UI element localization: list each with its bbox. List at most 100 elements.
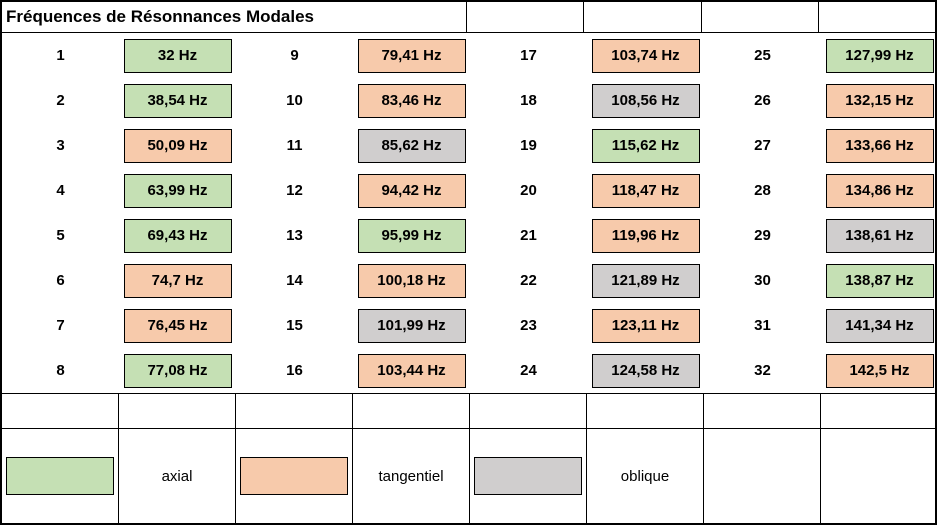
freq-cell: 121,89 Hz — [592, 264, 700, 298]
row-index: 18 — [470, 78, 587, 123]
freq-cell-wrap: 119,96 Hz — [587, 213, 704, 258]
row-index: 1 — [2, 33, 119, 78]
legend-label-tangentiel: tangentiel — [353, 429, 470, 523]
freq-cell: 50,09 Hz — [124, 129, 232, 163]
row-index: 29 — [704, 213, 821, 258]
row-index: 12 — [236, 168, 353, 213]
freq-cell-wrap: 138,87 Hz — [821, 258, 937, 303]
freq-cell-wrap: 123,11 Hz — [587, 303, 704, 348]
freq-cell: 74,7 Hz — [124, 264, 232, 298]
freq-cell: 32 Hz — [124, 39, 232, 73]
freq-cell: 132,15 Hz — [826, 84, 934, 118]
legend-text: tangentiel — [378, 468, 443, 485]
freq-cell: 123,11 Hz — [592, 309, 700, 343]
legend-swatch — [474, 457, 582, 495]
row-index: 8 — [2, 348, 119, 393]
spacer-row — [2, 393, 935, 428]
freq-cell: 77,08 Hz — [124, 354, 232, 388]
freq-cell-wrap: 124,58 Hz — [587, 348, 704, 393]
freq-cell-wrap: 127,99 Hz — [821, 33, 937, 78]
freq-cell-wrap: 79,41 Hz — [353, 33, 470, 78]
freq-cell: 76,45 Hz — [124, 309, 232, 343]
legend-text: oblique — [621, 468, 669, 485]
freq-cell: 133,66 Hz — [826, 129, 934, 163]
freq-cell-wrap: 101,99 Hz — [353, 303, 470, 348]
freq-cell-wrap: 141,34 Hz — [821, 303, 937, 348]
row-index: 25 — [704, 33, 821, 78]
row-index: 24 — [470, 348, 587, 393]
freq-cell: 100,18 Hz — [358, 264, 466, 298]
freq-cell: 141,34 Hz — [826, 309, 934, 343]
legend-swatch-tangentiel — [236, 429, 353, 523]
freq-cell: 138,87 Hz — [826, 264, 934, 298]
freq-cell: 124,58 Hz — [592, 354, 700, 388]
row-index: 19 — [470, 123, 587, 168]
freq-cell: 94,42 Hz — [358, 174, 466, 208]
freq-cell: 79,41 Hz — [358, 39, 466, 73]
freq-cell-wrap: 134,86 Hz — [821, 168, 937, 213]
row-index: 14 — [236, 258, 353, 303]
freq-cell: 103,74 Hz — [592, 39, 700, 73]
freq-cell: 103,44 Hz — [358, 354, 466, 388]
freq-cell: 142,5 Hz — [826, 354, 934, 388]
freq-cell: 108,56 Hz — [592, 84, 700, 118]
table-title: Fréquences de Résonnances Modales — [2, 2, 467, 32]
header-blank — [467, 2, 584, 32]
row-index: 7 — [2, 303, 119, 348]
freq-cell-wrap: 142,5 Hz — [821, 348, 937, 393]
freq-cell-wrap: 133,66 Hz — [821, 123, 937, 168]
row-index: 16 — [236, 348, 353, 393]
legend-swatch — [6, 457, 114, 495]
freq-cell-wrap: 50,09 Hz — [119, 123, 236, 168]
header-blank — [702, 2, 819, 32]
freq-cell: 38,54 Hz — [124, 84, 232, 118]
row-index: 9 — [236, 33, 353, 78]
row-index: 2 — [2, 78, 119, 123]
row-index: 32 — [704, 348, 821, 393]
freq-cell: 83,46 Hz — [358, 84, 466, 118]
freq-cell-wrap: 38,54 Hz — [119, 78, 236, 123]
freq-cell-wrap: 115,62 Hz — [587, 123, 704, 168]
legend-blank — [821, 429, 937, 523]
freq-cell-wrap: 69,43 Hz — [119, 213, 236, 258]
row-index: 21 — [470, 213, 587, 258]
legend-swatch — [240, 457, 348, 495]
freq-cell-wrap: 83,46 Hz — [353, 78, 470, 123]
row-index: 17 — [470, 33, 587, 78]
row-index: 31 — [704, 303, 821, 348]
row-index: 27 — [704, 123, 821, 168]
row-index: 30 — [704, 258, 821, 303]
freq-cell: 85,62 Hz — [358, 129, 466, 163]
row-index: 11 — [236, 123, 353, 168]
header-blank — [819, 2, 935, 32]
legend-swatch-axial — [2, 429, 119, 523]
row-index: 4 — [2, 168, 119, 213]
freq-cell-wrap: 132,15 Hz — [821, 78, 937, 123]
freq-cell: 119,96 Hz — [592, 219, 700, 253]
row-index: 15 — [236, 303, 353, 348]
freq-cell: 69,43 Hz — [124, 219, 232, 253]
freq-cell-wrap: 74,7 Hz — [119, 258, 236, 303]
freq-cell-wrap: 103,44 Hz — [353, 348, 470, 393]
freq-cell: 101,99 Hz — [358, 309, 466, 343]
row-index: 13 — [236, 213, 353, 258]
freq-cell: 95,99 Hz — [358, 219, 466, 253]
freq-cell: 118,47 Hz — [592, 174, 700, 208]
freq-cell: 63,99 Hz — [124, 174, 232, 208]
legend-label-oblique: oblique — [587, 429, 704, 523]
legend-blank — [704, 429, 821, 523]
legend-label-axial: axial — [119, 429, 236, 523]
freq-cell-wrap: 121,89 Hz — [587, 258, 704, 303]
freq-cell-wrap: 118,47 Hz — [587, 168, 704, 213]
freq-cell: 134,86 Hz — [826, 174, 934, 208]
legend-row: axial tangentiel oblique — [2, 428, 935, 523]
row-index: 10 — [236, 78, 353, 123]
freq-cell-wrap: 76,45 Hz — [119, 303, 236, 348]
row-index: 6 — [2, 258, 119, 303]
row-index: 28 — [704, 168, 821, 213]
row-index: 3 — [2, 123, 119, 168]
freq-cell: 138,61 Hz — [826, 219, 934, 253]
row-index: 23 — [470, 303, 587, 348]
freq-cell-wrap: 108,56 Hz — [587, 78, 704, 123]
freq-cell-wrap: 85,62 Hz — [353, 123, 470, 168]
